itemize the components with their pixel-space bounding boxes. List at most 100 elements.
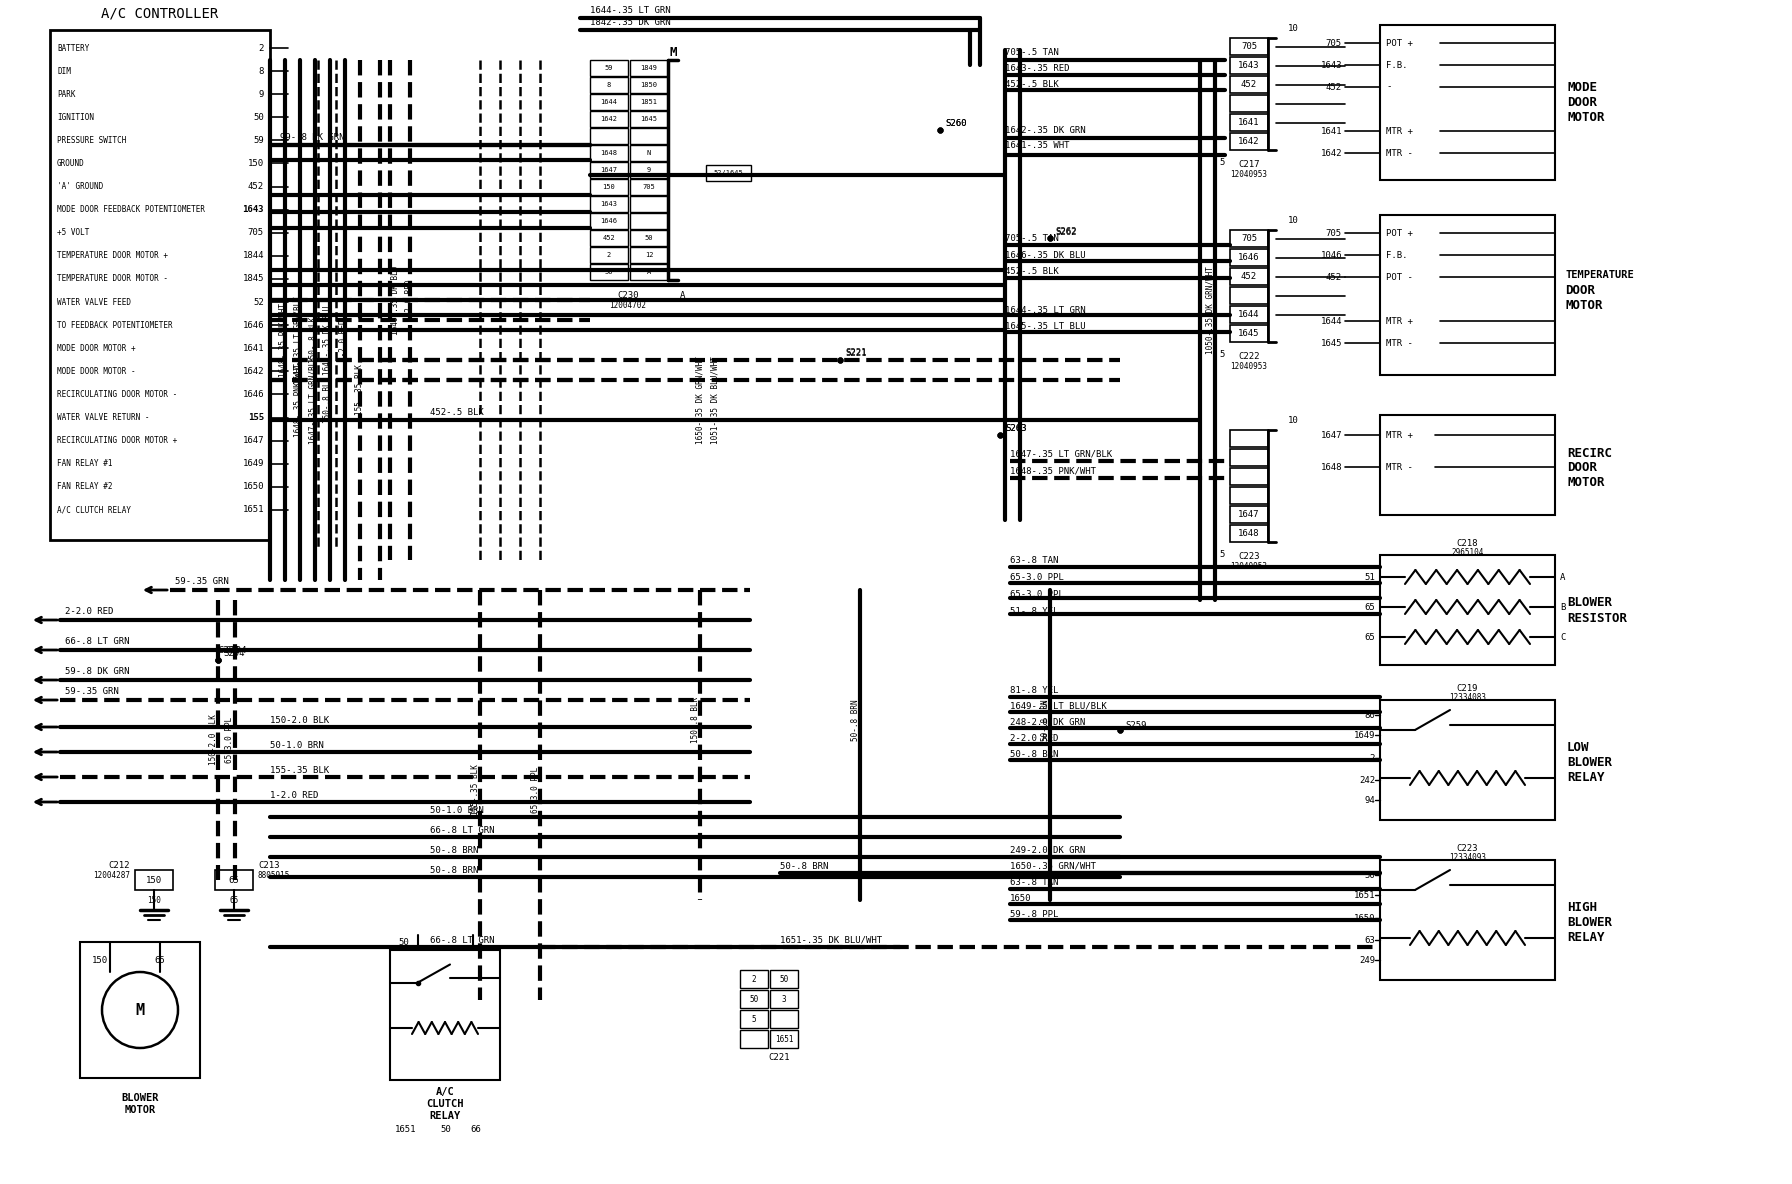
Text: 1050-.35 DK GRN/WHT: 1050-.35 DK GRN/WHT [1206,266,1215,354]
Text: 150-.8 BLK: 150-.8 BLK [308,317,317,363]
Text: 1648-.35 PNK/WHT: 1648-.35 PNK/WHT [294,363,303,437]
Text: 1851: 1851 [640,99,658,105]
Bar [1229,468,1269,485]
Text: 66: 66 [470,1126,480,1134]
Text: 5: 5 [751,1015,756,1023]
Text: FAN RELAY #2: FAN RELAY #2 [57,482,113,491]
Text: RECIRCULATING DOOR MOTOR +: RECIRCULATING DOOR MOTOR + [57,436,177,445]
Text: 1642-.35 DK GRN: 1642-.35 DK GRN [1005,126,1086,135]
Text: 50: 50 [253,112,263,122]
Bar [740,1030,769,1048]
Bar [590,128,627,144]
Text: 1643: 1643 [1321,60,1342,70]
Text: M: M [668,45,677,58]
Text: C218: C218 [1457,539,1478,547]
Bar [590,144,627,161]
Bar [631,60,668,76]
Text: 150-.8 BLK: 150-.8 BLK [690,697,699,744]
Bar [391,950,500,1080]
Text: C230: C230 [616,290,638,300]
Text: B: B [1561,603,1566,611]
Text: RECIRCULATING DOOR MOTOR -: RECIRCULATING DOOR MOTOR - [57,390,177,399]
Text: TEMPERATURE DOOR MOTOR +: TEMPERATURE DOOR MOTOR + [57,251,168,260]
Text: PRESSURE SWITCH: PRESSURE SWITCH [57,136,127,144]
Text: 12040953: 12040953 [1231,561,1267,571]
Text: 1650: 1650 [1353,914,1374,922]
Text: 52/1645: 52/1645 [713,170,744,176]
Text: MTR +: MTR + [1385,316,1412,326]
Bar [1229,287,1269,304]
Text: POT +: POT + [1385,229,1412,238]
Text: MTR -: MTR - [1385,463,1412,471]
Text: 51: 51 [1364,573,1374,581]
Text: 1650-.35 DK GRN/WHT: 1650-.35 DK GRN/WHT [695,356,704,444]
Text: 80: 80 [1364,710,1374,720]
Text: 1645: 1645 [1238,329,1260,337]
Text: S294: S294 [226,645,247,655]
Text: 155-.35 BLK: 155-.35 BLK [471,765,480,816]
Text: MOTOR: MOTOR [1566,111,1604,124]
Text: A/C CONTROLLER: A/C CONTROLLER [102,6,219,20]
Bar [631,213,668,229]
Text: 1646: 1646 [242,321,263,329]
Bar [1229,249,1269,266]
Bar [771,1010,797,1028]
Text: 12040953: 12040953 [1231,361,1267,371]
Text: S260: S260 [944,118,966,128]
Text: RESISTOR: RESISTOR [1566,611,1627,624]
Text: 12004702: 12004702 [609,301,647,309]
Text: 1642: 1642 [1238,137,1260,146]
Text: BATTERY: BATTERY [57,44,90,52]
Text: 1651: 1651 [242,506,263,514]
Text: 50: 50 [398,938,409,946]
Bar [81,942,201,1077]
Text: 452: 452 [1326,272,1342,282]
Text: 50: 50 [749,995,758,1004]
Text: 10: 10 [1288,215,1299,225]
Bar [631,94,668,110]
Text: 1646-.35 DK BLU: 1646-.35 DK BLU [391,265,400,335]
Text: 150-.8 BLK: 150-.8 BLK [324,377,333,423]
Bar [771,970,797,987]
Text: 63-.8 TAN: 63-.8 TAN [1011,555,1059,565]
Text: 50-.8 BRN: 50-.8 BRN [430,845,478,855]
Text: 2965104: 2965104 [1452,547,1484,556]
Text: 1643-.35 RED: 1643-.35 RED [1005,64,1070,72]
Text: 1645: 1645 [640,116,658,122]
Text: 2: 2 [258,44,263,52]
Text: S263: S263 [1005,424,1027,432]
Text: 1651: 1651 [1353,890,1374,900]
Text: 1644: 1644 [600,99,618,105]
Text: S221: S221 [846,347,867,356]
Text: 1641: 1641 [1238,118,1260,127]
Text: 1651: 1651 [774,1035,794,1043]
Text: BLOWER: BLOWER [1566,915,1613,928]
Text: 1646-.35 DK BLU: 1646-.35 DK BLU [1005,251,1086,259]
Bar [590,60,627,76]
Text: 2-2.0 RED: 2-2.0 RED [339,320,348,361]
Text: 1849: 1849 [640,65,658,71]
Text: 2: 2 [751,974,756,984]
Text: RECIRC: RECIRC [1566,446,1613,459]
Text: 1650: 1650 [1011,894,1032,902]
Text: 1649: 1649 [1353,731,1374,740]
Text: TO FEEDBACK POTENTIOMETER: TO FEEDBACK POTENTIOMETER [57,321,172,329]
Text: C219: C219 [1457,683,1478,693]
Text: 1645: 1645 [1321,339,1342,347]
Text: 5: 5 [1220,349,1226,359]
Text: 59: 59 [604,65,613,71]
Bar [631,111,668,127]
Bar [1380,700,1555,821]
Text: C221: C221 [769,1054,790,1062]
Text: 59-.35 GRN: 59-.35 GRN [65,687,118,695]
Text: 59: 59 [253,136,263,144]
Text: 5: 5 [1220,157,1226,167]
Text: 50: 50 [1364,870,1374,880]
Text: M: M [136,1003,145,1017]
Bar [590,197,627,212]
Text: 50-.8 BRN: 50-.8 BRN [1011,749,1059,759]
Text: POT -: POT - [1385,272,1412,282]
Text: CLUTCH: CLUTCH [426,1099,464,1109]
Text: 12334083: 12334083 [1450,693,1486,701]
Text: A: A [647,269,650,275]
